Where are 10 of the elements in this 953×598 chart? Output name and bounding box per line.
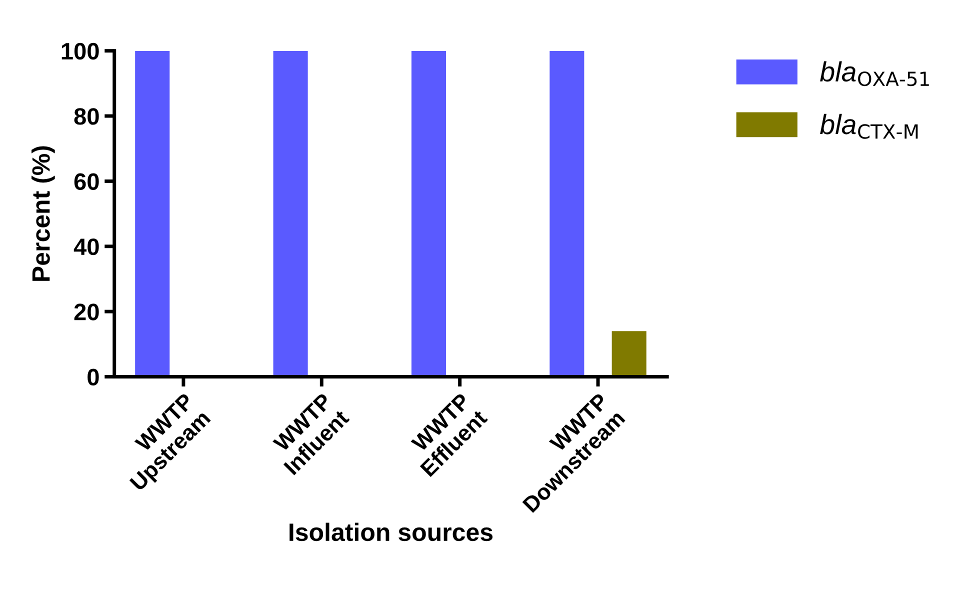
y-tick-label: 40 <box>74 238 99 256</box>
y-axis-title: Percent (%) <box>32 146 55 281</box>
legend-label: bla$_{CTX-M}$ <box>820 114 918 139</box>
y-tick-label: 20 <box>74 304 99 320</box>
y-tick-label: 80 <box>74 108 99 125</box>
y-tick-label: 100 <box>62 42 99 60</box>
y-tick-label: 60 <box>74 173 99 190</box>
legend-label: bla$_{OXA-51}$ <box>820 61 929 86</box>
y-tick-label: 0 <box>88 368 99 386</box>
x-axis-title: Isolation sources <box>290 522 493 542</box>
